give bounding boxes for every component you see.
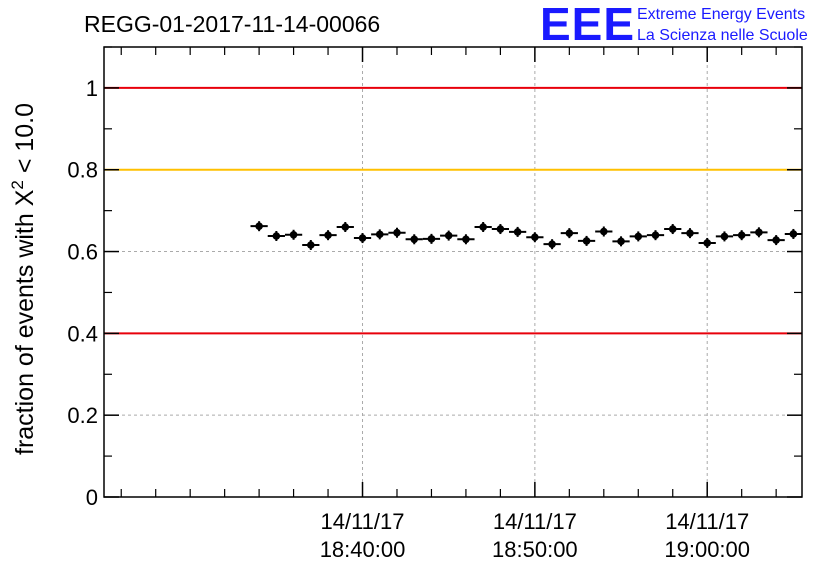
data-point-marker	[479, 223, 487, 231]
data-point	[371, 229, 389, 240]
data-point	[750, 227, 768, 238]
data-point-marker	[324, 231, 332, 239]
data-point	[784, 228, 802, 239]
x-tick-time-2: 19:00:00	[664, 537, 750, 562]
data-point-marker	[686, 229, 694, 237]
data-point	[405, 234, 423, 245]
data-point-marker	[755, 228, 763, 237]
data-point-marker	[737, 231, 746, 239]
data-point	[577, 235, 596, 246]
plot-frame	[103, 46, 803, 498]
y-axis-label-suffix: < 10.0	[11, 103, 39, 180]
data-point	[388, 227, 406, 238]
data-point	[595, 226, 613, 237]
data-point-marker	[772, 236, 780, 244]
brand-line-1: Extreme Energy Events	[637, 6, 805, 23]
data-point-marker	[341, 223, 350, 231]
data-point	[509, 226, 527, 237]
data-point-marker	[548, 240, 556, 248]
eee-logo: EEE Extreme Energy Events La Scienza nel…	[540, 0, 808, 50]
data-points	[250, 221, 802, 250]
data-point-marker	[703, 239, 712, 247]
y-tick-label-1: 0.2	[67, 403, 98, 428]
data-point	[474, 222, 492, 232]
data-point	[491, 224, 510, 235]
chart-title: REGG-01-2017-11-14-00066	[84, 11, 380, 37]
x-tick-date-2: 14/11/17	[665, 509, 749, 534]
y-tick-label-3: 0.6	[67, 240, 98, 265]
data-point-marker	[393, 228, 401, 237]
data-point	[698, 237, 716, 248]
data-point-marker	[634, 232, 643, 241]
data-point-marker	[462, 235, 470, 244]
data-point	[440, 230, 458, 241]
eee-logo-text: EEE	[540, 0, 635, 50]
data-point-marker	[582, 237, 591, 245]
data-point-marker	[496, 225, 505, 233]
data-point	[302, 240, 320, 250]
x-tick-date-1: 14/11/17	[493, 509, 577, 534]
data-point-marker	[272, 232, 281, 240]
data-point	[457, 234, 475, 245]
data-point-marker	[565, 229, 574, 237]
y-tick-label-4: 0.8	[67, 158, 98, 183]
y-tick-label-5: 1	[86, 76, 98, 101]
data-point	[646, 230, 665, 241]
data-point-marker	[289, 230, 298, 239]
data-point	[319, 230, 337, 241]
data-point	[267, 231, 285, 241]
data-point-marker	[255, 222, 263, 230]
data-point	[612, 236, 630, 247]
data-point-marker	[358, 234, 367, 242]
y-axis-label-prefix: fraction of events with X	[11, 189, 39, 455]
x-tick-time-1: 18:50:00	[492, 537, 578, 562]
x-tick-date-0: 14/11/17	[321, 509, 405, 534]
data-point-marker	[720, 232, 729, 241]
data-point	[664, 224, 682, 235]
data-point-marker	[410, 235, 419, 244]
data-point-marker	[617, 237, 625, 246]
data-point	[629, 231, 647, 242]
data-point-marker	[531, 233, 539, 242]
data-point	[560, 228, 578, 239]
axis-ticks	[104, 46, 802, 498]
data-point-marker	[307, 241, 315, 249]
data-point	[715, 231, 734, 242]
data-point	[422, 233, 441, 244]
data-point	[543, 239, 561, 250]
y-tick-label-0: 0	[86, 485, 98, 510]
data-point	[526, 232, 544, 243]
x-tick-time-0: 18:40:00	[320, 537, 406, 562]
data-point-marker	[375, 230, 384, 239]
data-point-marker	[427, 235, 436, 243]
y-axis-label: fraction of events with X2 < 10.0	[8, 103, 39, 455]
x-axis-tick-labels: 14/11/17 18:40:00 14/11/17 18:50:00 14/11/17…	[320, 509, 750, 562]
data-point	[733, 230, 751, 241]
data-point-marker	[789, 230, 798, 238]
data-point	[681, 228, 699, 239]
data-point	[336, 222, 354, 232]
data-point-marker	[600, 227, 608, 236]
data-point	[353, 233, 372, 244]
reference-lines	[104, 86, 802, 335]
brand-line-2: La Scienza nelle Scuole	[637, 27, 808, 44]
y-tick-label-2: 0.4	[67, 321, 98, 346]
y-axis-tick-labels: 0 0.2 0.4 0.6 0.8 1	[67, 76, 98, 510]
data-point-marker	[668, 225, 677, 233]
data-point-marker	[513, 228, 522, 236]
data-point-marker	[651, 231, 660, 239]
y-axis-label-superscript: 2	[8, 180, 27, 189]
data-point-marker	[444, 231, 453, 240]
data-point	[767, 235, 785, 246]
data-point	[250, 221, 268, 232]
data-point	[284, 229, 303, 240]
